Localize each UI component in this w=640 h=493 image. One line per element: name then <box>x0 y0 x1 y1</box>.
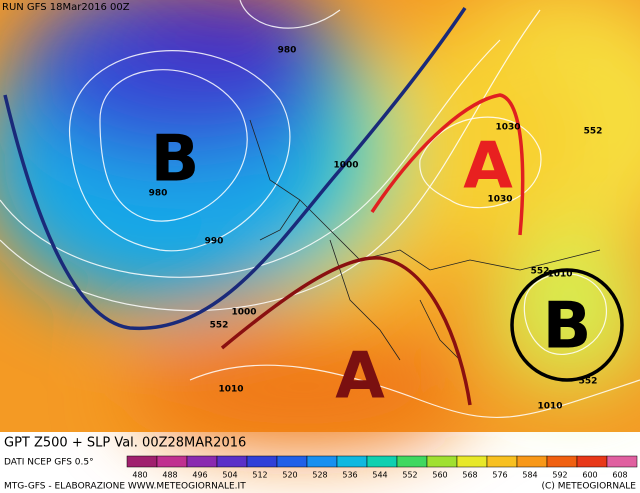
colorbar-swatch <box>156 455 188 468</box>
colorbar-swatch <box>546 455 578 468</box>
colorbar-swatch <box>246 455 278 468</box>
contour-label: 990 <box>205 237 224 247</box>
colorbar-swatch <box>186 455 218 468</box>
field <box>0 0 640 450</box>
colorbar-label: 480 <box>132 471 147 480</box>
colorbar-label: 568 <box>462 471 477 480</box>
colorbar: 480 488 496 504 512 520 528 536 544 552 560 568 576 5… <box>126 455 638 480</box>
colorbar-label: 576 <box>492 471 507 480</box>
colorbar-swatch <box>276 455 308 468</box>
colorbar-label: 496 <box>192 471 207 480</box>
colorbar-swatch <box>426 455 458 468</box>
colorbar-swatch <box>126 455 158 468</box>
colorbar-swatch <box>306 455 338 468</box>
colorbar-label: 584 <box>522 471 537 480</box>
high-center: A <box>335 340 385 414</box>
colorbar-label: 608 <box>612 471 627 480</box>
colorbar-label: 528 <box>312 471 327 480</box>
colorbar-label: 592 <box>552 471 567 480</box>
colorbar-label: 544 <box>372 471 387 480</box>
contour-labels: 9809809901000100055210301030552552101055… <box>149 46 603 412</box>
colorbar-swatch <box>606 455 638 468</box>
contour-label: 980 <box>149 189 168 199</box>
colorbar-label: 512 <box>252 471 267 480</box>
contour-label: 552 <box>210 321 229 331</box>
contour-label: 1010 <box>547 270 572 280</box>
colorbar-swatch <box>486 455 518 468</box>
data-source: DATI NCEP GFS 0.5° <box>4 458 94 468</box>
low-center: B <box>543 290 592 364</box>
low-center: B <box>151 123 200 197</box>
colorbar-label: 600 <box>582 471 597 480</box>
colorbar-label: 488 <box>162 471 177 480</box>
contour-label: 1030 <box>495 123 520 133</box>
run-label: RUN GFS 18Mar2016 00Z <box>2 2 130 13</box>
colorbar-swatch <box>366 455 398 468</box>
copyright: (C) METEOGIORNALE <box>542 482 637 492</box>
colorbar-label: 504 <box>222 471 237 480</box>
contour-label: 1000 <box>231 308 256 318</box>
colorbar-swatch <box>336 455 368 468</box>
contour-label: 552 <box>584 127 603 137</box>
colorbar-swatch <box>516 455 548 468</box>
contour-label: 1010 <box>218 385 243 395</box>
high-center: A <box>463 130 513 204</box>
contour-label: 1000 <box>333 161 358 171</box>
colorbar-label: 520 <box>282 471 297 480</box>
contour-label: 1030 <box>487 195 512 205</box>
fronts <box>3 7 624 406</box>
credit: MTG-GFS - ELABORAZIONE WWW.METEOGIORNALE… <box>4 482 246 492</box>
colorbar-label: 560 <box>432 471 447 480</box>
colorbar-swatch <box>216 455 248 468</box>
contour-label: 552 <box>579 377 598 387</box>
contour-label: 1010 <box>537 402 562 412</box>
contour-label: 552 <box>531 267 550 277</box>
colorbar-swatch <box>456 455 488 468</box>
colorbar-swatch <box>576 455 608 468</box>
map-title: GPT Z500 + SLP Val. 00Z28MAR2016 <box>4 436 246 451</box>
contour-label: 980 <box>278 46 297 56</box>
colorbar-label: 552 <box>402 471 417 480</box>
bottom-panel: GPT Z500 + SLP Val. 00Z28MAR2016 DATI NC… <box>4 436 638 492</box>
colorbar-swatch <box>396 455 428 468</box>
colorbar-label: 536 <box>342 471 357 480</box>
